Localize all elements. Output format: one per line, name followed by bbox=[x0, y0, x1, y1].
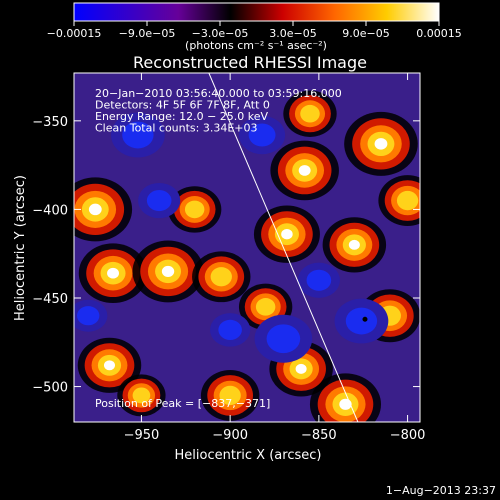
peak-marker bbox=[362, 316, 368, 322]
chart-title: Reconstructed RHESSI Image bbox=[133, 53, 367, 72]
negative-blob bbox=[334, 298, 389, 344]
emission-blob bbox=[74, 177, 133, 242]
negative-blob bbox=[209, 313, 251, 347]
y-tick-label: −350 bbox=[32, 115, 68, 130]
x-axis: −950 −900 −850 −800 bbox=[124, 73, 426, 443]
solar-limb-line bbox=[208, 73, 359, 422]
emission-blob bbox=[283, 90, 337, 137]
negative-blob bbox=[297, 262, 340, 298]
x-axis-label: Heliocentric X (arcsec) bbox=[175, 448, 322, 463]
negative-blob bbox=[254, 314, 313, 363]
heatmap-image bbox=[74, 90, 420, 422]
emission-blob bbox=[309, 373, 382, 422]
colorbar-tick-label: −9.0e−05 bbox=[119, 27, 176, 40]
peak-position-label: Position of Peak = [−837,−371] bbox=[95, 397, 270, 410]
emission-blob bbox=[253, 205, 320, 263]
negative-blob bbox=[110, 112, 165, 158]
emission-blob bbox=[192, 251, 251, 303]
info-line: Detectors: 4F 5F 6F 7F 8F, Att 0 bbox=[95, 99, 270, 112]
negative-blob bbox=[74, 299, 108, 332]
colorbar-ticks: −0.00015 −9.0e−05 −3.0e−05 3.0e−05 9.0e−05 0.… bbox=[47, 21, 462, 40]
observation-info: 20−Jan−2010 03:56:40.000 to 03:59:16.000… bbox=[95, 87, 342, 135]
info-line: 20−Jan−2010 03:56:40.000 to 03:59:16.000 bbox=[95, 87, 342, 100]
negative-blob bbox=[138, 182, 181, 219]
emission-blob bbox=[132, 240, 204, 303]
y-tick-label: −450 bbox=[32, 292, 68, 307]
footer-timestamp: 1−Aug−2013 23:37 bbox=[386, 484, 496, 497]
colorbar-tick-label: 0.00015 bbox=[416, 27, 462, 40]
emission-blob bbox=[167, 186, 222, 233]
colorbar-tick-label: −0.00015 bbox=[47, 27, 102, 40]
colorbar: −0.00015 −9.0e−05 −3.0e−05 3.0e−05 9.0e−05 0.… bbox=[47, 2, 462, 52]
x-tick-label: −950 bbox=[124, 428, 160, 443]
y-tick-label: −500 bbox=[32, 381, 68, 396]
colorbar-tick-label: −3.0e−05 bbox=[192, 27, 249, 40]
emission-blob bbox=[270, 140, 339, 201]
y-axis: −350 −400 −450 −500 bbox=[32, 115, 420, 396]
negative-blob bbox=[239, 115, 286, 155]
emission-blob bbox=[200, 370, 260, 421]
colorbar-units: (photons cm⁻² s⁻¹ asec⁻²) bbox=[185, 39, 327, 52]
plot-frame bbox=[73, 72, 421, 423]
info-line: Clean Total counts: 3.34E+03 bbox=[95, 122, 258, 135]
emission-blob bbox=[344, 111, 418, 176]
emission-blob bbox=[322, 217, 387, 273]
x-tick-label: −800 bbox=[390, 428, 426, 443]
emission-blob bbox=[77, 337, 142, 393]
emission-blob bbox=[378, 175, 420, 226]
colorbar-gradient bbox=[73, 2, 440, 22]
x-tick-label: −850 bbox=[301, 428, 337, 443]
info-line: Energy Range: 12.0 − 25.0 keV bbox=[95, 110, 269, 123]
emission-blob bbox=[78, 243, 148, 303]
colorbar-tick-label: 9.0e−05 bbox=[342, 27, 389, 40]
y-axis-label: Heliocentric Y (arcsec) bbox=[13, 175, 28, 321]
emission-blob bbox=[117, 374, 166, 417]
y-tick-label: −400 bbox=[32, 203, 68, 218]
plot-area bbox=[73, 72, 421, 423]
x-tick-label: −900 bbox=[212, 428, 248, 443]
colorbar-tick-label: 3.0e−05 bbox=[269, 27, 316, 40]
